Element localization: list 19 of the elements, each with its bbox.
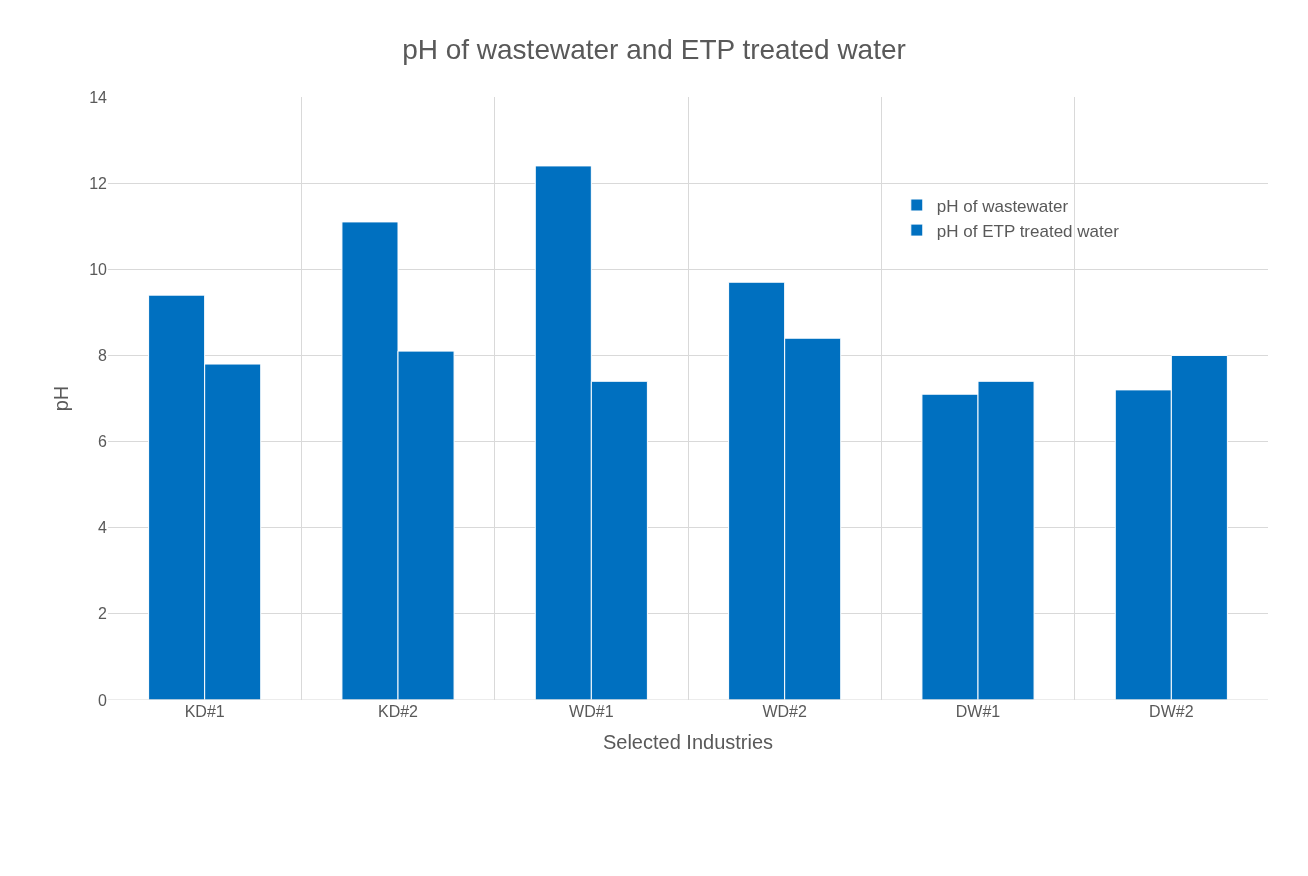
y-tick-label: 10: [89, 260, 108, 278]
x-tick-label: KD#1: [184, 703, 225, 720]
legend-label: pH of ETP treated water: [936, 221, 1120, 241]
y-tick-label: 2: [98, 605, 108, 623]
y-tick-label: 6: [98, 433, 108, 451]
y-tick-label: 0: [98, 691, 108, 709]
y-tick-label: 8: [98, 347, 108, 365]
y-axis-title: pH: [49, 385, 72, 412]
chart-title: pH of wastewater and ETP treated water: [402, 34, 906, 66]
legend-label: pH of wastewater: [936, 196, 1069, 216]
x-axis-title: Selected Industries: [602, 730, 774, 753]
x-tick-label: WD#1: [569, 703, 614, 720]
y-tick-label: 14: [89, 88, 108, 106]
y-tick-label: 12: [89, 174, 108, 192]
x-tick-label: KD#2: [377, 703, 419, 720]
y-tick-label: 4: [98, 519, 108, 537]
x-tick-label: DW#2: [1149, 703, 1194, 720]
x-tick-label: WD#2: [762, 703, 807, 720]
x-tick-label: DW#1: [955, 703, 1001, 720]
